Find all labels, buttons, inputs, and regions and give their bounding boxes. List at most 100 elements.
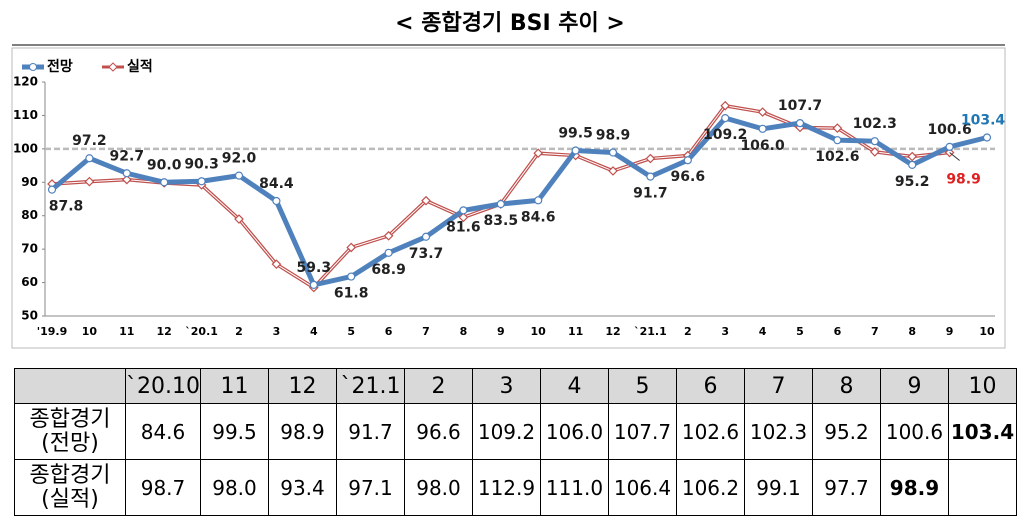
point [85, 154, 94, 163]
y-tick-label: 100 [13, 141, 38, 155]
y-tick-label: 70 [21, 242, 38, 256]
y-tick-label: 110 [13, 108, 38, 122]
x-tick-label: 4 [310, 325, 318, 338]
cell: 102.6 [675, 403, 745, 460]
data-label: 109.2 [703, 127, 747, 143]
cell: 106.4 [607, 459, 677, 516]
y-tick-label: 50 [21, 309, 38, 323]
point [234, 214, 244, 224]
point [645, 153, 656, 164]
point [121, 174, 132, 185]
point [608, 166, 618, 176]
point [383, 230, 394, 241]
x-tick-label: 6 [834, 325, 842, 338]
cell: 84.6 [125, 403, 201, 460]
data-label: 107.7 [778, 98, 822, 114]
x-tick-label: 3 [273, 325, 281, 338]
point [534, 196, 543, 205]
annotation-leader [949, 152, 960, 161]
chart: < 종합경기 BSI 추이 > 50 60 70 80 90 100 110 120 '19.9… [11, 10, 1006, 349]
cell: 98.9 [879, 459, 949, 516]
column-header: 3 [471, 368, 541, 404]
column-header: 7 [743, 368, 813, 404]
point [234, 171, 244, 180]
data-label: 68.9 [371, 262, 406, 278]
point [758, 124, 767, 133]
point [122, 169, 131, 178]
point [271, 259, 282, 270]
column-header: 10 [947, 368, 1017, 404]
data-label: 91.7 [633, 186, 668, 202]
cell: 106.2 [675, 459, 745, 516]
cell: 102.3 [743, 403, 813, 460]
data-label: 90.3 [184, 156, 219, 172]
cell: 95.2 [811, 403, 881, 460]
y-tick-label: 80 [21, 208, 38, 222]
column-header: 11 [199, 368, 269, 404]
point [459, 206, 468, 215]
point [870, 137, 879, 146]
point [832, 123, 843, 133]
row-label: 종합경기 (실적) [14, 459, 126, 516]
x-tick-label: '19.9 [37, 325, 68, 338]
cell: 98.7 [125, 459, 201, 516]
cell: 97.7 [811, 459, 881, 516]
data-label: 73.7 [409, 246, 444, 262]
x-tick-label: 8 [460, 325, 468, 338]
data-label: 90.0 [147, 157, 182, 173]
y-tick-label: 120 [13, 75, 38, 89]
x-tick-label: 10 [979, 325, 995, 338]
point [833, 136, 842, 145]
x-tick-label: 7 [422, 325, 430, 338]
cell: 96.6 [403, 403, 473, 460]
cell: 99.5 [199, 403, 269, 460]
x-tick-label: 9 [497, 325, 505, 338]
x-tick-label: 10 [82, 325, 98, 338]
y-tick-label: 60 [21, 275, 38, 289]
column-header: `21.1 [335, 368, 405, 404]
point [421, 232, 431, 241]
x-tick-label: 7 [871, 325, 879, 338]
point [869, 147, 880, 157]
cell [947, 459, 1017, 516]
point [608, 148, 618, 157]
data-label: 61.8 [334, 286, 369, 302]
cell: 98.0 [199, 459, 269, 516]
column-header: `20.10 [125, 368, 201, 404]
column-header: 4 [539, 368, 609, 404]
x-tick-label: 11 [119, 325, 134, 338]
row-label-line: 종합경기 [29, 406, 111, 432]
data-label: 106.0 [740, 138, 785, 154]
legend-label: 전망 [47, 58, 73, 75]
point [720, 100, 731, 111]
row-label-line: 종합경기 [29, 462, 111, 488]
data-label: 99.5 [558, 126, 593, 142]
corner-cell [14, 368, 126, 404]
legend-marker [29, 63, 37, 71]
cell: 98.0 [403, 459, 473, 516]
x-tick-label: 5 [796, 325, 804, 338]
point [721, 114, 730, 123]
cell: 112.9 [471, 459, 541, 516]
table-row: 종합경기 (실적) 98.7 98.0 93.4 97.1 98.0 112.9 111.0 10… [14, 459, 1017, 516]
data-label: 102.6 [815, 149, 859, 165]
x-tick-label: 11 [568, 325, 583, 338]
data-label: 100.6 [927, 122, 971, 138]
data-label: 98.9 [596, 128, 631, 144]
column-header: 12 [267, 368, 337, 404]
point [533, 148, 544, 159]
data-label: 84.6 [521, 209, 556, 225]
column-header: 8 [811, 368, 881, 404]
point [347, 272, 356, 281]
cell: 97.1 [335, 459, 405, 516]
row-label: 종합경기 (전망) [14, 403, 126, 460]
data-label: 92.7 [110, 148, 145, 164]
legend-marker [108, 62, 118, 72]
x-tick-label: 4 [759, 325, 767, 338]
cell: 93.4 [267, 459, 337, 516]
point [47, 185, 57, 194]
y-tick-label: 90 [21, 175, 38, 189]
row-label-line: (전망) [41, 430, 99, 456]
point [908, 160, 917, 170]
